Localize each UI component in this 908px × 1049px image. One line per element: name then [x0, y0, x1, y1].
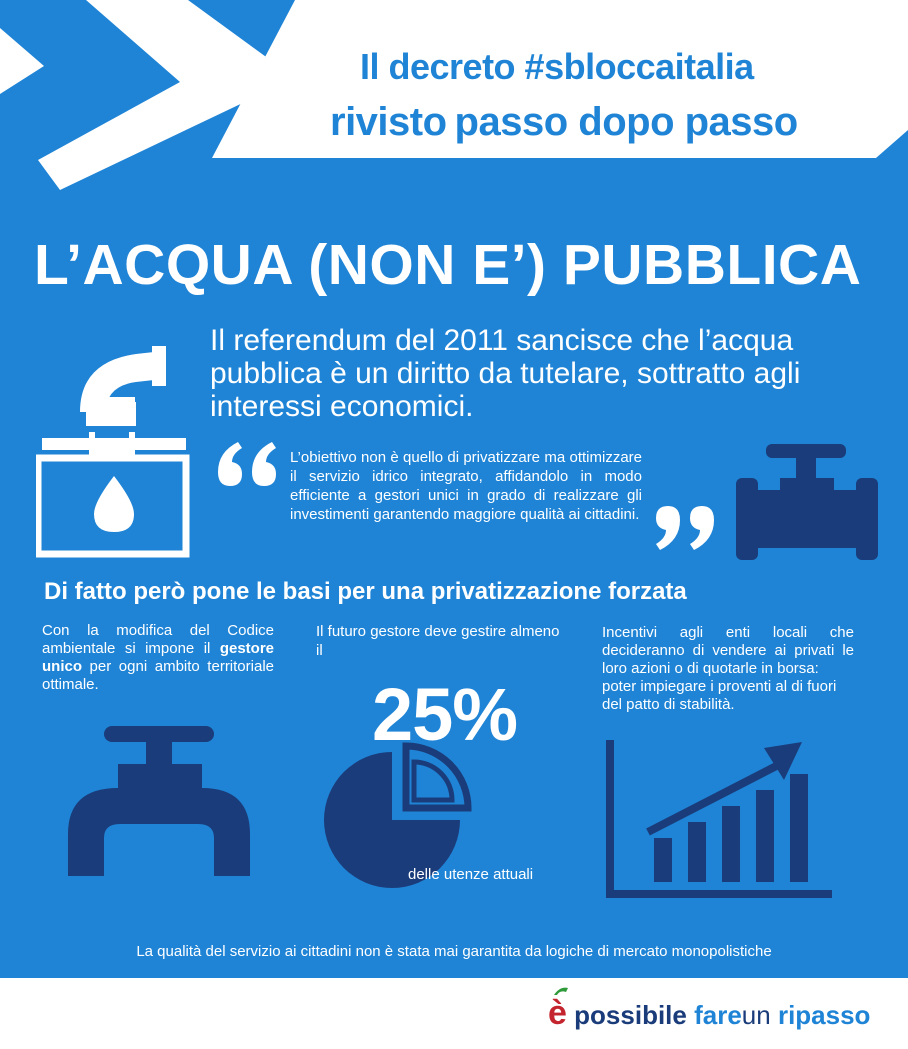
col1-text-bold: gestore unico [42, 640, 274, 675]
column-gestore-unico: Con la modifica del Codice ambientale si… [42, 622, 274, 694]
pie-minor-slice [402, 742, 472, 812]
faucet-ballot-box-icon [36, 346, 190, 558]
quote-text: L’obiettivo non è quello di privatizzare… [290, 449, 642, 523]
brand-word-un: un [741, 1000, 771, 1030]
percent-caption: delle utenze attuali [408, 866, 534, 883]
header-decor [0, 0, 908, 190]
header-banner [212, 0, 908, 158]
brand-word-possibile: possibile [574, 1000, 687, 1030]
tap-icon [68, 726, 250, 876]
percent-value: 25% [372, 673, 518, 756]
brand-logo: è possibile fareun ripasso [548, 987, 871, 1033]
pipe-valve-icon [736, 444, 878, 560]
header-title: Il decreto #sbloccaitalia [360, 46, 754, 87]
open-quote-icon [218, 442, 276, 486]
column-futuro-gestore: Il futuro gestore deve gestire almeno il [316, 623, 560, 659]
headline: L’ACQUA (NON E’) PUBBLICA [34, 233, 862, 297]
close-quote-icon [656, 506, 714, 550]
col1-text-a: Con la modifica del Codice ambientale si… [42, 622, 274, 657]
brand-e: è [548, 994, 567, 1032]
intro-text: Il referendum del 2011 sancisce che l’ac… [210, 324, 801, 423]
pie-chart-icon [324, 742, 472, 888]
brand-word-ripasso: ripasso [777, 1000, 871, 1030]
col3-text-a: Incentivi agli enti locali che decideran… [602, 624, 854, 677]
pie-minor-inner [411, 759, 455, 803]
brand-word-fare: fare [694, 1000, 742, 1030]
pie-major-slice [324, 752, 460, 888]
header-subtitle-b: passo dopo passo [454, 100, 799, 144]
col1-text-b: per ogni ambito territoriale ottimale. [42, 658, 274, 693]
footnote: La qualità del servizio ai cittadini non… [136, 943, 772, 960]
section-subheading: Di fatto però pone le basi per una priva… [44, 578, 687, 605]
header-subtitle: rivisto passo dopo passo [330, 100, 806, 145]
growth-chart-icon [606, 740, 832, 898]
brand-accent-icon [554, 987, 568, 995]
chevron-large [38, 0, 295, 190]
col3-text-b: poter impiegare i proventi al di fuori d… [602, 678, 837, 713]
chevron-small [0, 28, 44, 94]
header-subtitle-a: rivisto [330, 100, 447, 144]
column-incentivi: Incentivi agli enti locali che decideran… [602, 624, 854, 714]
